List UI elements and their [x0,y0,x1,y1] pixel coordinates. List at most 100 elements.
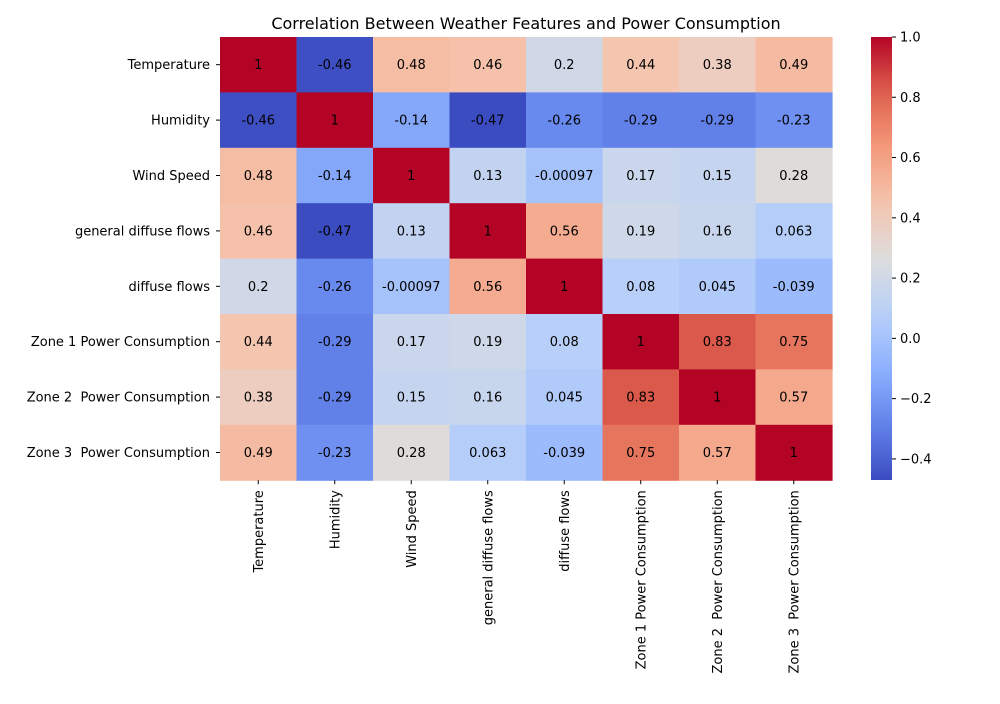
heatmap-cell [755,314,833,370]
colorbar-gradient [871,37,892,480]
cell-annotation: 1 [713,391,721,406]
heatmap-cell [679,258,757,315]
x-tick-label: diffuse flows [558,490,573,572]
cell-annotation: -0.14 [318,169,352,184]
y-tick-label: Wind Speed [132,169,210,184]
heatmap-cell [526,203,604,260]
x-tick-label: Zone 2 Power Consumption [711,490,726,673]
cell-annotation: -0.14 [394,114,428,129]
heatmap-cell [449,92,527,149]
heatmap-cell [296,147,374,204]
colorbar-tick-label: 0.8 [900,91,921,106]
cell-annotation: 0.48 [397,58,426,73]
cell-annotation: 0.56 [473,280,502,295]
cell-annotation: 0.48 [244,169,273,184]
cell-annotation: 0.16 [703,224,732,239]
heatmap-cell [296,369,374,426]
cell-annotation: 1 [637,335,645,350]
cell-annotation: -0.00097 [535,169,593,184]
heatmap-cell [679,147,757,204]
cell-annotation: 1 [484,224,492,239]
heatmap-cell [373,147,451,204]
x-tick-label: Temperature [252,490,267,573]
heatmap-cell [373,314,451,370]
heatmap-cell [755,203,833,260]
heatmap-cell [679,424,757,481]
x-tick-label: Wind Speed [405,490,420,568]
colorbar-tick-label: −0.4 [900,452,932,467]
x-tick-label: Zone 3 Power Consumption [787,490,802,673]
heatmap-cell [602,314,680,370]
cell-annotation: 0.46 [244,224,273,239]
cell-annotation: -0.29 [624,114,658,129]
heatmap-cell [220,37,298,93]
cell-annotation: 0.49 [244,446,273,461]
heatmap-cell [449,424,527,481]
heatmap-cell [373,424,451,481]
cell-annotation: 0.063 [469,446,506,461]
heatmap-cell [602,203,680,260]
x-tick-label: Zone 1 Power Consumption [634,490,649,669]
cell-annotation: 0.19 [626,224,655,239]
cell-annotation: 0.2 [248,280,269,295]
cell-annotation: 0.38 [703,58,732,73]
colorbar-tick-label: 1.0 [900,31,921,46]
x-tick-label: general diffuse flows [481,490,496,625]
cell-annotation: 0.57 [703,446,732,461]
heatmap-cell [373,37,451,93]
cell-annotation: 0.44 [244,335,273,350]
cell-annotation: -0.00097 [382,280,440,295]
heatmap-cell [220,314,298,370]
cell-annotation: -0.29 [700,114,734,129]
heatmap-cell [296,37,374,93]
y-tick-label: Temperature [127,58,210,73]
heatmap-cell [373,92,451,149]
colorbar-tick-label: 0.6 [900,151,921,166]
cell-annotation: -0.29 [318,391,352,406]
heatmap-cell [373,258,451,315]
colorbar-tick-label: −0.2 [900,392,932,407]
heatmap-cell [602,424,680,481]
heatmap-cell [602,37,680,93]
cell-annotation: 0.13 [473,169,502,184]
heatmap-cell [220,147,298,204]
y-tick-label: Zone 1 Power Consumption [31,335,210,350]
cell-annotation: 1 [254,58,262,73]
heatmap-cell [296,203,374,260]
cell-annotation: 1 [407,169,415,184]
heatmap-cell [296,258,374,315]
heatmap-cell [526,369,604,426]
chart-title: Correlation Between Weather Features and… [271,14,780,33]
cell-annotation: -0.039 [543,446,585,461]
cell-annotation: -0.47 [471,114,505,129]
heatmap-cell [755,37,833,93]
cell-annotation: 0.57 [779,391,808,406]
heatmap-cell [526,314,604,370]
heatmap-cell [449,37,527,93]
heatmap-cell [449,369,527,426]
y-tick-label: Zone 3 Power Consumption [27,446,210,461]
heatmap-cell [526,258,604,315]
cell-annotation: 0.28 [779,169,808,184]
heatmap-cell [220,369,298,426]
colorbar-tick-label: 0.4 [900,211,921,226]
cell-annotation: 0.08 [626,280,655,295]
row-labels: Temperature Humidity Wind Speed general dif… [27,58,220,461]
heatmap-cell [755,424,833,481]
heatmap-cell [526,147,604,204]
cell-annotation: 0.75 [779,335,808,350]
heatmap-cell [679,314,757,370]
cell-annotation: -0.46 [241,114,275,129]
cell-annotation: 0.08 [550,335,579,350]
heatmap-cell [602,369,680,426]
cell-annotation: 0.38 [244,391,273,406]
cell-annotation: -0.26 [547,114,581,129]
heatmap-cell [526,37,604,93]
heatmap-cell [449,147,527,204]
heatmap-cell [602,258,680,315]
cell-annotation: 0.15 [703,169,732,184]
heatmap-cell [755,92,833,149]
cell-annotation: 0.045 [546,391,583,406]
